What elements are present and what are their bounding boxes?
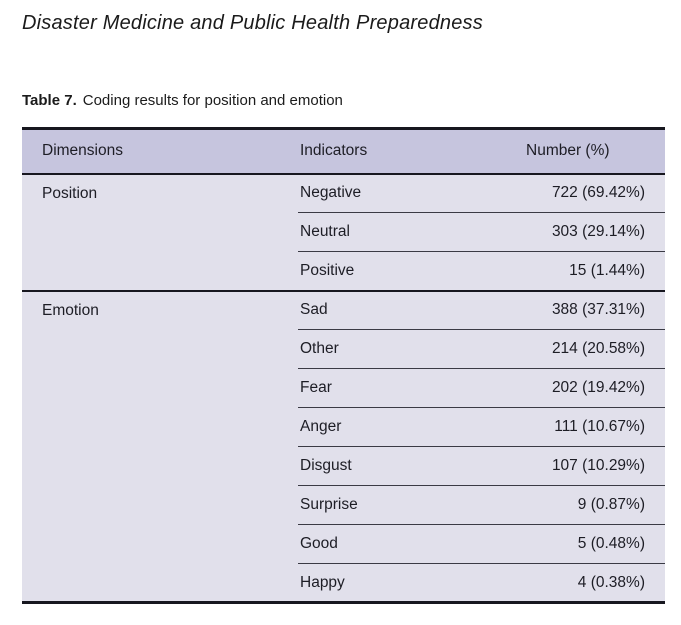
table-caption-label: Table 7. bbox=[22, 92, 77, 109]
table-caption-text: Coding results for position and emotion bbox=[82, 92, 343, 109]
number-cell: 303 (29.14%) bbox=[526, 212, 665, 252]
table-row: Neutral 303 (29.14%) bbox=[22, 212, 665, 252]
table-row: Position Negative 722 (69.42%) bbox=[22, 173, 665, 213]
indicator-cell: Positive bbox=[300, 261, 355, 279]
header-dimensions: Dimensions bbox=[22, 128, 298, 175]
dimension-spacer bbox=[22, 252, 298, 291]
number-cell: 15 (1.44%) bbox=[569, 261, 645, 279]
table-row: Surprise 9 (0.87%) bbox=[22, 485, 665, 525]
number-cell: 4 (0.38%) bbox=[577, 573, 645, 591]
table-row: Other 214 (20.58%) bbox=[22, 329, 665, 369]
number-cell: 107 (10.29%) bbox=[526, 446, 665, 486]
indicator-cell: Fear bbox=[298, 368, 526, 408]
dimension-spacer bbox=[22, 564, 298, 603]
dimension-label: Emotion bbox=[22, 289, 298, 330]
table-row: Fear 202 (19.42%) bbox=[22, 368, 665, 408]
table-row: Disgust 107 (10.29%) bbox=[22, 446, 665, 486]
indicator-cell: Happy bbox=[300, 573, 345, 591]
table-row: Good 5 (0.48%) bbox=[22, 524, 665, 564]
number-cell: 5 (0.48%) bbox=[526, 524, 665, 564]
indicator-cell: Surprise bbox=[298, 485, 526, 525]
indicator-cell: Neutral bbox=[298, 212, 526, 252]
indicator-cell: Good bbox=[298, 524, 526, 564]
coding-results-table: Dimensions Indicators Number (%) Positio… bbox=[22, 127, 665, 604]
dimension-label: Position bbox=[42, 184, 98, 202]
table-row: Anger 111 (10.67%) bbox=[22, 407, 665, 447]
table-header-row: Dimensions Indicators Number (%) bbox=[22, 128, 665, 175]
indicator-cell: Other bbox=[298, 329, 526, 369]
indicator-cell: Sad bbox=[298, 289, 526, 330]
number-cell: 111 (10.67%) bbox=[526, 407, 665, 447]
dimension-spacer bbox=[22, 330, 298, 369]
number-cell: 9 (0.87%) bbox=[526, 485, 665, 525]
number-cell: 202 (19.42%) bbox=[526, 368, 665, 408]
journal-title: Disaster Medicine and Public Health Prep… bbox=[22, 12, 483, 34]
indicator-cell: Anger bbox=[298, 407, 526, 447]
indicator-cell: Negative bbox=[298, 173, 526, 213]
table-row: Positive 15 (1.44%) bbox=[22, 252, 665, 291]
dimension-spacer bbox=[22, 369, 298, 408]
table-caption: Table 7. Coding results for position and … bbox=[22, 92, 343, 109]
indicator-cell: Disgust bbox=[298, 446, 526, 486]
number-cell: 214 (20.58%) bbox=[526, 329, 665, 369]
header-number: Number (%) bbox=[526, 128, 665, 175]
table-row: Happy 4 (0.38%) bbox=[22, 564, 665, 603]
dimension-spacer bbox=[22, 408, 298, 447]
dimension-spacer bbox=[22, 525, 298, 564]
number-cell: 722 (69.42%) bbox=[526, 173, 665, 213]
header-indicators: Indicators bbox=[298, 128, 526, 175]
table-row: Emotion Sad 388 (37.31%) bbox=[22, 289, 665, 330]
dimension-spacer bbox=[22, 447, 298, 486]
dimension-spacer bbox=[22, 213, 298, 252]
dimension-spacer bbox=[22, 486, 298, 525]
number-cell: 388 (37.31%) bbox=[526, 289, 665, 330]
